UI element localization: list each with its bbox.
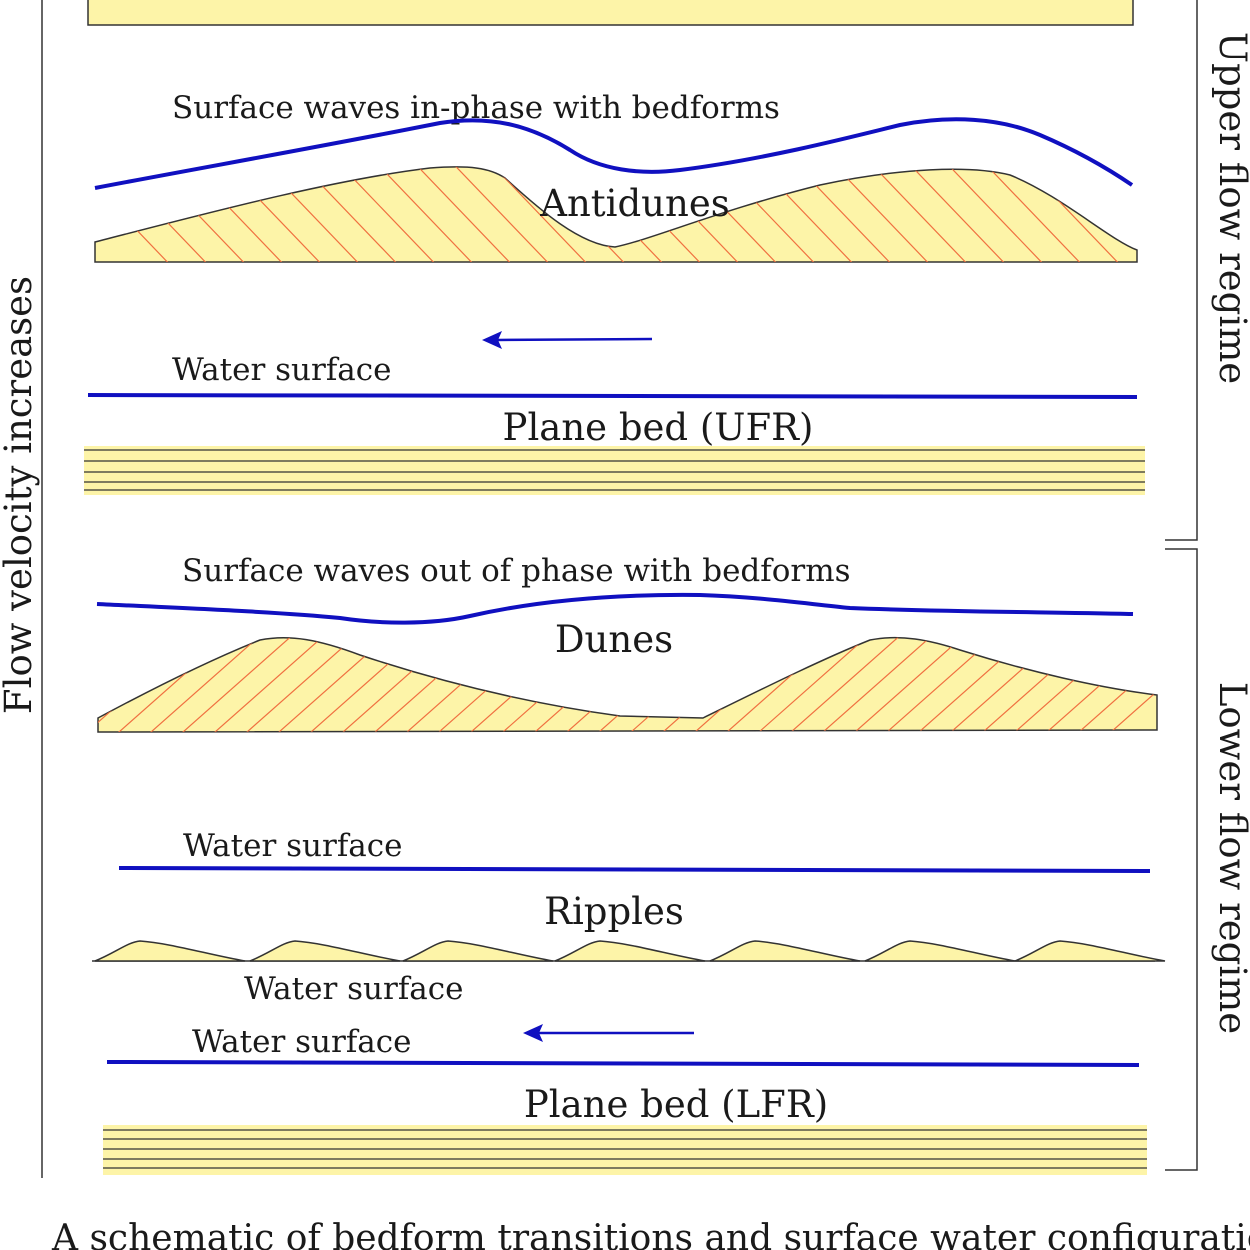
antidunes-title: Antidunes [539,182,729,225]
ufr-water-surface-label: Water surface [172,352,391,388]
cross-bedding-line [1101,637,1157,732]
ripple-bedform [1014,940,1166,962]
plane-bed-lfr-layers [103,1125,1147,1175]
cross-bedding-line [813,637,945,732]
plane-bed-lfr-title: Plane bed (LFR) [524,1083,828,1126]
lower-flow-regime-label: Lower flow regime [1211,682,1250,1034]
cross-bedding-line [781,637,913,732]
antidunes-water-surface [94,117,1134,190]
ripples-lower-water-label: Water surface [244,971,463,1007]
cross-bedding-line [141,637,273,732]
cross-bedding-line [401,166,518,262]
top-sediment-strip [87,0,1134,26]
lower-regime-bracket [1165,548,1198,1171]
dunes-note: Surface waves out of phase with bedforms [182,553,851,589]
ripple-bedform [864,940,1016,962]
upper-flow-regime-label: Upper flow regime [1211,32,1250,384]
cross-bedding-line [173,637,305,732]
plane-bed-ufr-layers [84,446,1145,495]
cross-bedding-line [205,637,337,732]
ripples-bedforms [92,940,1166,962]
dunes-bedform [97,636,1158,733]
flow-direction-arrow-upper [482,331,653,349]
ripple-bedform [249,940,401,962]
ripple-bedform [554,940,706,962]
ripples-water-surface-label: Water surface [183,828,402,864]
ripple-bedform [94,940,246,962]
flow-direction-arrow-lower [523,1024,694,1042]
dunes-water-surface [96,592,1134,625]
ufr-water-surface-line [87,393,1138,399]
plane-bed-ufr-title: Plane bed (UFR) [503,406,814,449]
cross-bedding-line [439,166,556,262]
cross-bedding-line [933,166,1050,262]
flow-velocity-label: Flow velocity increases [0,276,40,714]
antidunes-bedform [94,166,1138,263]
lfr-water-surface-line [106,1060,1140,1067]
dunes-title: Dunes [555,618,673,661]
ripples-water-surface-line [118,866,1151,873]
lfr-water-surface-label: Water surface [192,1024,411,1060]
ripple-bedform [402,940,554,962]
ripple-bedform [709,940,861,962]
figure-caption: A schematic of bedform transitions and s… [51,1218,1250,1250]
upper-regime-bracket [1165,0,1198,541]
ripples-title: Ripples [544,890,684,933]
